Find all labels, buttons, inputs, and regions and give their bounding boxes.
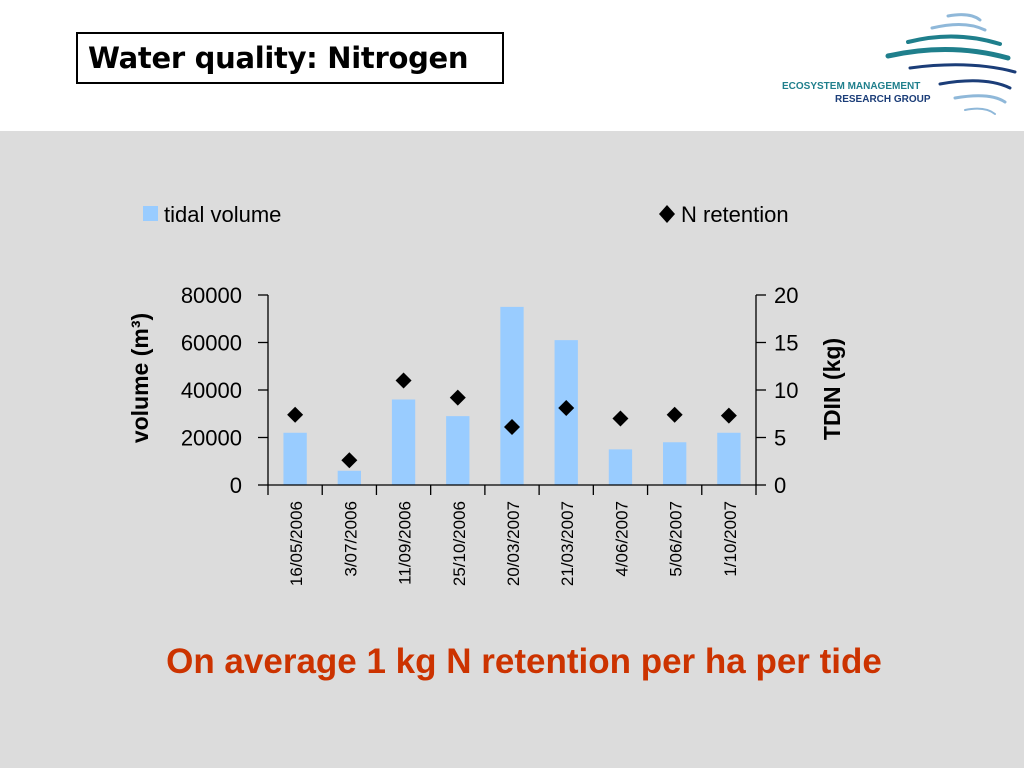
bar-tidal-volume	[500, 306, 524, 485]
bar-tidal-volume	[717, 432, 741, 485]
slide-header: Water quality: Nitrogen ECOSYSTEM MANAGE…	[0, 0, 1024, 131]
logo-line-2: RESEARCH GROUP	[835, 94, 931, 105]
title-box: Water quality: Nitrogen	[76, 32, 504, 84]
y2-tick-label: 20	[774, 283, 798, 308]
marker-n-retention	[341, 452, 358, 469]
y2-tick-label: 5	[774, 426, 786, 451]
marker-n-retention	[395, 372, 412, 389]
y2-tick-label: 0	[774, 473, 786, 498]
y-tick-label: 40000	[181, 378, 242, 403]
chart: tidal volume N retention volume (m³) TDI…	[127, 202, 845, 586]
marker-n-retention	[666, 406, 683, 423]
y-tick-label: 0	[230, 473, 242, 498]
x-tick-label: 21/03/2007	[558, 501, 577, 586]
y2-tick-label: 15	[774, 331, 798, 356]
y-tick-label: 60000	[181, 331, 242, 356]
marker-n-retention	[720, 407, 737, 424]
x-tick-label: 25/10/2006	[450, 501, 469, 586]
x-tick-label: 1/10/2007	[721, 501, 740, 577]
legend-marker-n-retention	[659, 205, 675, 223]
x-tick-label: 5/06/2007	[667, 501, 686, 577]
y-tick-label: 80000	[181, 283, 242, 308]
y2-tick-label: 10	[774, 378, 798, 403]
legend-label-tidal-volume: tidal volume	[164, 202, 281, 227]
y-axis-label: volume (m³)	[127, 313, 153, 443]
legend: tidal volume N retention	[143, 202, 789, 227]
y2-axis-label: TDIN (kg)	[819, 338, 845, 440]
bar-tidal-volume	[337, 470, 361, 485]
marker-n-retention	[558, 400, 575, 417]
x-tick-label: 11/09/2006	[396, 501, 415, 585]
marker-n-retention	[287, 406, 304, 423]
logo-line-1: ECOSYSTEM MANAGEMENT	[782, 81, 920, 92]
legend-swatch-tidal-volume	[143, 206, 158, 221]
bar-tidal-volume	[663, 442, 687, 485]
x-tick-label: 3/07/2006	[341, 501, 360, 577]
bar-tidal-volume	[608, 449, 633, 485]
ecosystem-management-logo: ECOSYSTEM MANAGEMENT RESEARCH GROUP	[782, 13, 1017, 115]
slide-caption: On average 1 kg N retention per ha per t…	[166, 642, 882, 681]
x-tick-label: 4/06/2007	[612, 501, 631, 577]
marker-n-retention	[504, 419, 520, 436]
x-tick-label: 20/03/2007	[504, 501, 523, 586]
swirl-icon	[885, 13, 1017, 115]
y-tick-label: 20000	[181, 426, 242, 451]
x-tick-label: 16/05/2006	[287, 501, 306, 586]
legend-label-n-retention: N retention	[681, 202, 789, 227]
slide-title: Water quality: Nitrogen	[88, 41, 469, 75]
marker-n-retention	[449, 389, 466, 406]
marker-n-retention	[612, 410, 629, 427]
bar-tidal-volume	[391, 399, 416, 485]
bar-tidal-volume	[446, 416, 470, 485]
bar-tidal-volume	[283, 432, 307, 485]
